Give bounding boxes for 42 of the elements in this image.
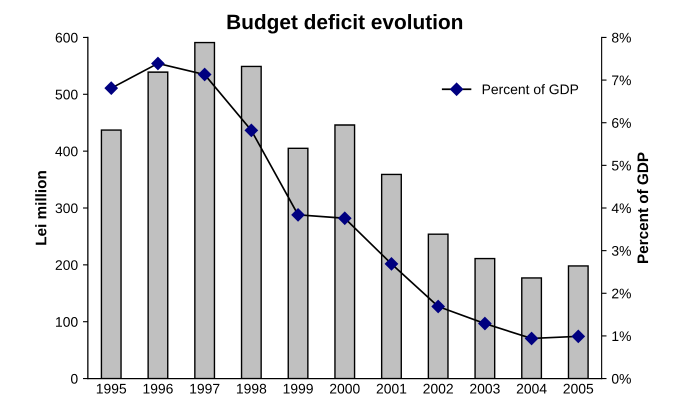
point xyxy=(524,332,538,346)
y-tick-label: 200 xyxy=(56,260,78,270)
y2-tick-label: 3% xyxy=(612,246,631,256)
y-tick-label: 600 xyxy=(56,32,78,43)
y2-tick-label: 1% xyxy=(612,331,631,342)
y2-tick-label: 0% xyxy=(612,374,631,384)
x-tick-label: 2000 xyxy=(330,384,360,394)
y2-tick-label: 7% xyxy=(612,75,631,86)
x-tick-label: 1997 xyxy=(190,384,220,394)
y2-tick-label: 4% xyxy=(612,203,631,214)
point xyxy=(478,316,492,330)
y-tick-label: 400 xyxy=(55,146,78,156)
y-tick-label: 100 xyxy=(56,317,78,327)
point xyxy=(384,257,398,270)
point xyxy=(198,68,212,82)
y2-tick-label: 2% xyxy=(612,288,631,298)
x-tick-label: 2005 xyxy=(564,384,594,394)
y-tick-label: 0 xyxy=(70,374,78,384)
point xyxy=(572,330,585,343)
point xyxy=(432,300,445,314)
point xyxy=(338,212,352,225)
x-tick-label: 1996 xyxy=(144,384,173,394)
point xyxy=(244,124,258,137)
x-tick-label: 1999 xyxy=(284,384,313,394)
x-tick-label: 1995 xyxy=(96,384,126,394)
point xyxy=(291,208,305,222)
point xyxy=(104,82,118,95)
x-tick-label: 2003 xyxy=(470,384,500,394)
legend-label: Percent of GDP xyxy=(482,84,578,94)
y2-tick-label: 6% xyxy=(612,118,631,128)
point xyxy=(151,56,165,70)
x-tick-label: 1998 xyxy=(236,384,266,394)
y-tick-label: 500 xyxy=(56,90,78,100)
x-tick-label: 2004 xyxy=(516,384,547,394)
chart-title: Budget deficit evolution xyxy=(228,14,462,34)
y-axis-title: Lei million xyxy=(35,171,46,245)
y2-axis-title: Percent of GDP xyxy=(636,152,648,264)
x-tick-label: 2002 xyxy=(423,384,453,394)
y-tick-label: 300 xyxy=(56,203,78,214)
y2-tick-label: 8% xyxy=(612,32,631,43)
y2-tick-label: 5% xyxy=(612,160,631,171)
x-tick-label: 2001 xyxy=(376,384,406,394)
